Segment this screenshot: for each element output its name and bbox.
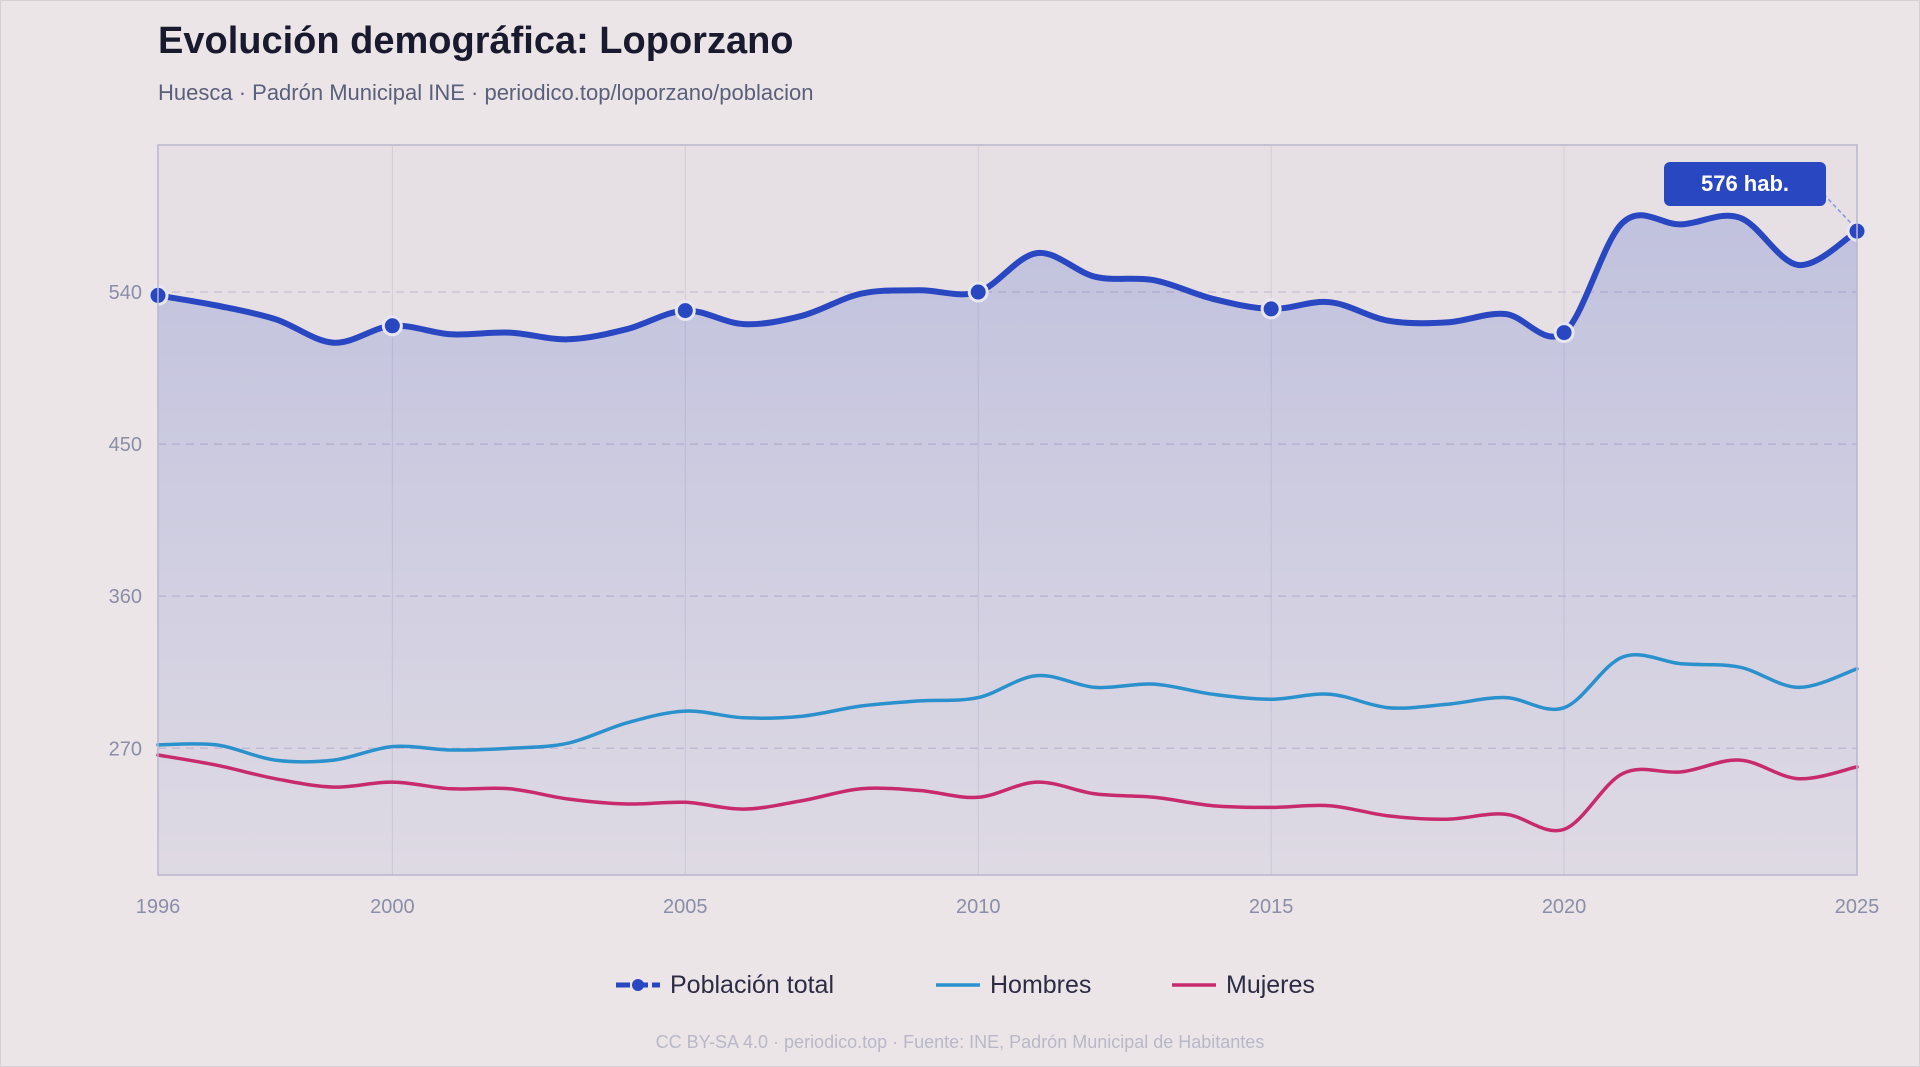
page-title: Evolución demográfica: Loporzano bbox=[158, 20, 794, 62]
footer-credits: CC BY-SA 4.0 · periodico.top · Fuente: I… bbox=[655, 1032, 1265, 1052]
y-tick-label-360: 360 bbox=[109, 586, 142, 608]
markers-layer bbox=[147, 220, 1868, 344]
x-tick-label-1996: 1996 bbox=[136, 896, 181, 918]
line-mujeres bbox=[156, 753, 1859, 833]
page-subtitle: Huesca · Padrón Municipal INE · periodic… bbox=[158, 80, 814, 105]
x-tick-label-2000: 2000 bbox=[370, 896, 415, 918]
point-total-2000 bbox=[381, 315, 403, 337]
x-tick-label-2005: 2005 bbox=[663, 896, 708, 918]
legend-label-total: Población total bbox=[670, 971, 834, 999]
point-total-2015 bbox=[1260, 298, 1282, 320]
area-layer bbox=[158, 215, 1857, 876]
line-total bbox=[155, 212, 1860, 346]
legend-marker-total bbox=[632, 979, 644, 991]
x-tick-label-2025: 2025 bbox=[1835, 896, 1880, 918]
line-hombres bbox=[156, 652, 1859, 764]
point-total-2005 bbox=[674, 300, 696, 322]
y-tick-label-270: 270 bbox=[109, 738, 142, 760]
y-tick-label-450: 450 bbox=[109, 434, 142, 456]
legend-label-hombres: Hombres bbox=[990, 971, 1091, 999]
x-tick-label-2020: 2020 bbox=[1542, 896, 1587, 918]
x-tick-label-2015: 2015 bbox=[1249, 896, 1294, 918]
series-layer bbox=[155, 212, 1860, 833]
point-total-2020 bbox=[1553, 322, 1575, 344]
point-total-2010 bbox=[967, 281, 989, 303]
legend-label-mujeres: Mujeres bbox=[1226, 971, 1315, 999]
callout-label: 576 hab. bbox=[1701, 171, 1789, 196]
callout-box bbox=[1664, 162, 1826, 206]
callout-layer: 576 hab. bbox=[1664, 162, 1852, 224]
plot-border bbox=[157, 144, 1858, 876]
axis-layer: 1996 2000 2005 2010 2015 2020 2025 270 360 450 540 bbox=[109, 144, 1880, 918]
area-total bbox=[158, 215, 1857, 876]
x-tick-label-2010: 2010 bbox=[956, 896, 1001, 918]
y-tick-label-540: 540 bbox=[109, 282, 142, 304]
legend: Población total Hombres Mujeres bbox=[616, 971, 1315, 999]
